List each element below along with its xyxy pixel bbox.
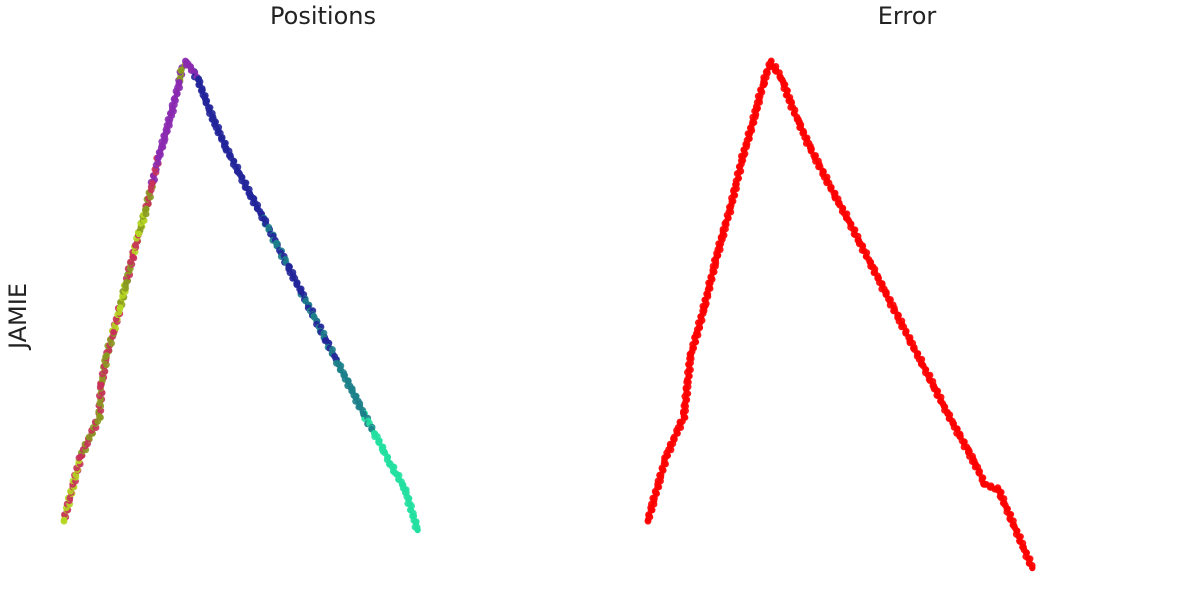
scatter-point <box>869 264 876 271</box>
scatter-point <box>202 96 209 104</box>
scatter-point <box>123 278 130 286</box>
positions-title: Positions <box>270 2 376 30</box>
scatter-point <box>176 79 183 86</box>
scatter-point <box>169 106 176 114</box>
scatter-point <box>223 144 230 152</box>
scatter-point <box>694 329 701 336</box>
scatter-point <box>195 76 202 83</box>
scatter-point <box>719 230 727 238</box>
scatter-point <box>135 230 143 238</box>
error-points <box>644 57 1036 572</box>
scatter-point <box>1029 564 1036 572</box>
scatter-point <box>96 413 103 420</box>
scatter-point <box>77 453 84 460</box>
scatter-point <box>149 180 156 187</box>
scatter-point <box>235 169 242 176</box>
positions-panel: Positions <box>60 2 421 534</box>
scatter-point <box>347 385 355 392</box>
scatter-point <box>155 153 162 161</box>
scatter-point <box>746 129 754 136</box>
scatter-point <box>919 361 926 368</box>
scatter-point <box>786 96 793 104</box>
scatter-point <box>387 461 394 468</box>
scatter-point <box>713 253 720 260</box>
scatter-point <box>335 361 342 368</box>
scatter-point <box>273 239 280 247</box>
scatter-point <box>832 192 839 200</box>
scatter-point <box>687 352 694 359</box>
scatter-point <box>819 169 826 176</box>
scatter-point <box>965 448 972 455</box>
scatter-point <box>143 205 150 212</box>
scatter-point <box>310 312 317 320</box>
scatter-point <box>906 337 914 344</box>
scatter-point <box>680 413 688 420</box>
scatter-point <box>844 215 851 223</box>
scatter-point <box>117 304 124 311</box>
scatter-point <box>360 410 367 417</box>
scatter-point <box>995 486 1002 493</box>
scatter-point <box>772 66 780 73</box>
row-label: JAMIE <box>4 283 32 351</box>
positions-points <box>60 57 421 534</box>
scatter-point <box>795 119 802 126</box>
scatter-point <box>707 278 714 286</box>
scatter-point <box>760 79 767 86</box>
scatter-point <box>322 337 330 344</box>
scatter-point <box>944 410 951 417</box>
scatter-point <box>955 430 963 438</box>
scatter-point <box>807 144 814 152</box>
scatter-point <box>767 58 774 66</box>
scatter-point <box>894 312 901 320</box>
scatter-point <box>739 153 746 161</box>
scatter-point <box>297 288 305 295</box>
scatter-point <box>129 253 136 260</box>
scatter-point <box>401 486 409 493</box>
scatter-point <box>881 288 889 295</box>
scatter-point <box>98 381 105 388</box>
scatter-point <box>103 352 110 359</box>
scatter-point <box>285 264 292 271</box>
scatter-point <box>644 516 652 524</box>
scatter-point <box>981 481 989 488</box>
scatter-point <box>663 453 670 460</box>
scatter-point <box>727 205 734 212</box>
scatter-point <box>779 76 786 83</box>
scatter-point <box>371 430 379 438</box>
scatter-point <box>178 66 185 73</box>
scatter-point <box>972 461 979 468</box>
scatter-point <box>211 119 218 126</box>
scatter-point <box>753 106 760 114</box>
scatter-point <box>931 385 939 392</box>
scatter-point <box>110 329 117 336</box>
scatter-point <box>414 526 421 534</box>
scatter-point <box>733 180 740 187</box>
scatter-point <box>183 58 190 66</box>
scatter-point <box>248 192 255 200</box>
scatter-point <box>701 304 708 311</box>
error-title: Error <box>878 2 937 30</box>
error-panel: Error <box>644 2 1036 572</box>
scatter-point <box>393 471 400 478</box>
scatter-point <box>857 239 864 247</box>
scatter-point <box>60 516 68 524</box>
scatter-point <box>260 215 267 223</box>
scatter-point <box>381 448 388 455</box>
scatter-point <box>188 66 196 73</box>
scatter-point <box>162 129 170 136</box>
